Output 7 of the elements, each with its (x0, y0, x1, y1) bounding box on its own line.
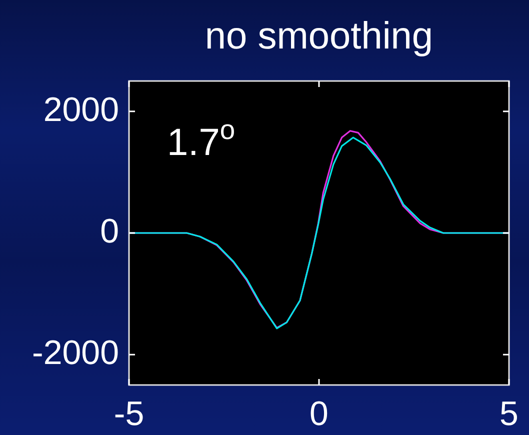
x-tick-label: -5 (114, 394, 144, 433)
x-tick-label: 0 (310, 394, 328, 433)
chart-title: no smoothing (204, 15, 434, 58)
y-tick-label: -2000 (32, 334, 119, 372)
x-tick-label: 5 (500, 394, 518, 433)
y-tick-label: 2000 (43, 90, 119, 129)
y-tick-label: 0 (100, 212, 119, 250)
